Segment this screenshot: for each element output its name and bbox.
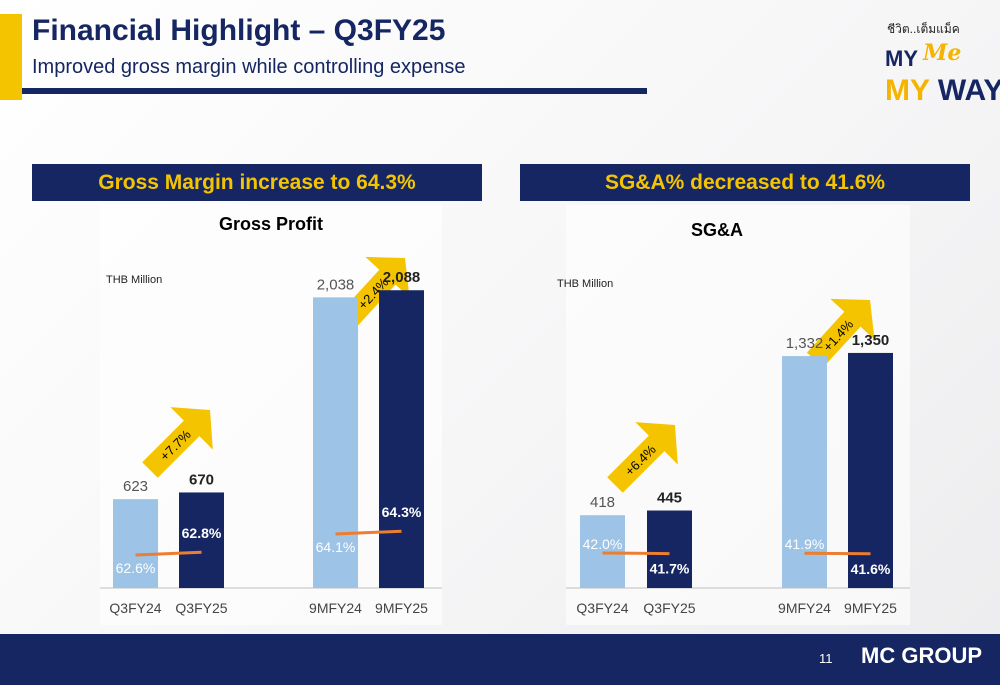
header-rule	[22, 88, 647, 94]
sga-growth-arrow-shape	[806, 298, 875, 368]
sga-category-label: 9MFY25	[844, 600, 897, 616]
gross-profit-ratio-label: 62.6%	[116, 560, 156, 576]
gross-profit-category-label: Q3FY24	[109, 600, 161, 616]
my-me-my-way-logo: ชีวิต..เต็มแม็ค MY Me MY WAY	[885, 18, 1000, 108]
sga-bar	[580, 515, 625, 588]
sga-chart-title: SG&A	[691, 220, 744, 240]
sga-growth-arrow-shape	[607, 422, 678, 493]
sga-unit-label: THB Million	[557, 278, 614, 290]
sga-category-label: Q3FY25	[643, 600, 695, 616]
gross-profit-growth-arrow-shape	[142, 407, 213, 478]
logo-my-way: MY WAY	[885, 74, 1000, 108]
sga-value-label: 445	[657, 490, 682, 507]
sga-ratio-line	[602, 551, 670, 556]
gross-profit-ratio-line	[135, 550, 202, 557]
gross-profit-ratio-label: 64.1%	[316, 539, 356, 555]
gross-profit-growth-arrow-shape	[341, 256, 410, 326]
gross-profit-ratio-label: 62.8%	[182, 525, 222, 541]
sga-ratio-label: 41.6%	[851, 561, 891, 577]
sga-value-label: 1,332	[786, 335, 824, 352]
page-number: 11	[819, 651, 833, 666]
logo-my-2: MY	[885, 74, 930, 107]
sga-category-label: Q3FY24	[576, 600, 628, 616]
page-title: Financial Highlight – Q3FY25	[32, 14, 446, 47]
gross-profit-category-label: 9MFY25	[375, 600, 428, 616]
gross-profit-value-label: 2,088	[383, 269, 421, 286]
sga-category-label: 9MFY24	[778, 600, 831, 616]
gross-profit-value-label: 670	[189, 471, 214, 488]
gross-profit-value-label: 623	[123, 478, 148, 495]
sga-banner: SG&A% decreased to 41.6%	[520, 164, 970, 201]
gross-profit-bar	[113, 499, 158, 588]
logo-me: Me	[923, 40, 962, 66]
header-accent-bar	[0, 14, 22, 100]
gross-margin-banner: Gross Margin increase to 64.3%	[32, 164, 482, 201]
gross-profit-bar	[313, 297, 358, 588]
footer-bar	[0, 634, 1000, 685]
sga-ratio-label: 41.7%	[650, 561, 690, 577]
sga-ratio-label: 41.9%	[785, 536, 825, 552]
logo-my: MY	[885, 46, 918, 71]
gross-profit-category-label: 9MFY24	[309, 600, 362, 616]
sga-bar	[782, 356, 827, 588]
page-subtitle: Improved gross margin while controlling …	[32, 56, 466, 78]
logo-way: WAY	[937, 74, 1000, 107]
gross-profit-ratio-label: 64.3%	[382, 504, 422, 520]
sga-value-label: 1,350	[852, 332, 890, 349]
mc-group-logo: MC GROUP	[861, 643, 982, 668]
gross-profit-category-label: Q3FY25	[175, 600, 227, 616]
sga-bar	[848, 352, 893, 588]
gross-profit-bar	[379, 290, 424, 588]
gross-profit-chart-title: Gross Profit	[219, 214, 324, 234]
sga-ratio-line	[804, 551, 871, 556]
sga-value-label: 418	[590, 494, 615, 511]
logo-thai-text: ชีวิต..เต็มแม็ค	[887, 22, 960, 36]
gross-profit-value-label: 2,038	[317, 276, 355, 293]
sga-ratio-label: 42.0%	[583, 536, 623, 552]
gross-profit-unit-label: THB Million	[106, 274, 163, 286]
sga-bar	[647, 510, 692, 588]
gross-profit-bar	[179, 492, 224, 588]
gross-profit-ratio-line	[335, 529, 402, 536]
